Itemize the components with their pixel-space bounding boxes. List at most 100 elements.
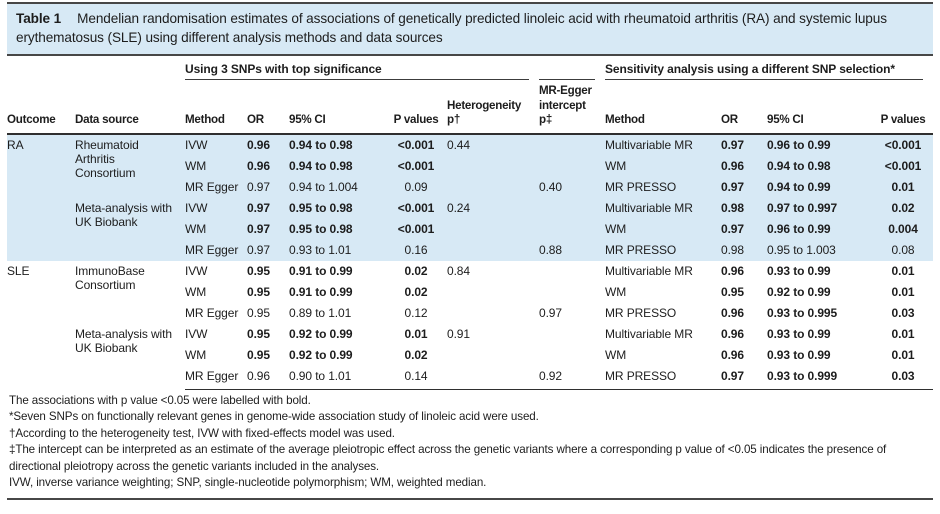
cell-or: 0.96 (247, 158, 270, 173)
cell-p: 0.16 (404, 242, 428, 257)
cell-method-2: WM (605, 158, 627, 173)
col-ci: 95% CI (289, 80, 389, 135)
cell-egger (539, 324, 605, 345)
group-header-row: Using 3 SNPs with top significance Sensi… (7, 60, 933, 81)
cell-heterogeneity (447, 177, 539, 198)
cell-ci: 0.92 to 0.99 (289, 326, 353, 341)
group-header-sensitivity-label: Sensitivity analysis using a different S… (605, 62, 924, 81)
footnote-dagger: †According to the heterogeneity test, IV… (9, 426, 395, 440)
cell-method-2: Multivariable MR (605, 326, 693, 341)
cell-egger: 0.40 (539, 179, 562, 194)
table-row: Meta-analysis with UK Biobank IVW 0.95 0… (7, 324, 933, 355)
cell-heterogeneity (447, 240, 539, 261)
cell-p: 0.12 (404, 305, 428, 320)
cell-ci: 0.94 to 0.98 (289, 158, 353, 173)
cell-or: 0.95 (247, 284, 270, 299)
cell-method: WM (185, 284, 207, 299)
cell-method: MR Egger (185, 179, 239, 194)
table-row: Meta-analysis with UK Biobank IVW 0.97 0… (7, 197, 934, 229)
cell-ci: 0.91 to 0.99 (289, 263, 353, 278)
cell-p: 0.02 (404, 284, 428, 299)
cell-heterogeneity: 0.24 (447, 200, 470, 215)
cell-method-2: MR PRESSO (605, 305, 677, 320)
table-row: WM 0.96 0.94 to 0.98 <0.001 WM 0.96 0.94… (7, 155, 934, 177)
footnote-abbreviations: IVW, inverse variance weighting; SNP, si… (9, 476, 487, 490)
group-header-sensitivity: Sensitivity analysis using a different S… (605, 60, 933, 81)
cell-p: 0.14 (389, 365, 447, 390)
table-row: MR Egger 0.97 0.94 to 1.004 0.09 0.40 MR… (7, 176, 934, 198)
cell-or-2: 0.96 (721, 326, 744, 341)
cell-or-2: 0.97 (721, 221, 744, 236)
caption-bottom-rule (7, 54, 933, 57)
cell-egger: 0.88 (539, 242, 562, 257)
cell-method-2: WM (605, 221, 627, 236)
cell-ci: 0.90 to 1.01 (289, 365, 389, 390)
cell-ci-2: 0.94 to 0.98 (767, 158, 831, 173)
col-outcome: Outcome (7, 80, 75, 135)
col-method-2: Method (605, 80, 721, 135)
cell-p-2: 0.01 (891, 284, 915, 299)
cell-egger (539, 282, 605, 303)
cell-or: 0.97 (247, 200, 270, 215)
cell-heterogeneity: 0.84 (447, 263, 470, 278)
cell-ci: 0.91 to 0.99 (289, 284, 353, 299)
cell-or: 0.97 (247, 221, 270, 236)
cell-ci: 0.94 to 0.98 (289, 137, 353, 152)
cell-method: IVW (185, 263, 208, 278)
table-row: WM 0.97 0.95 to 0.98 <0.001 WM 0.97 0.96… (7, 218, 934, 240)
cell-or: 0.97 (247, 242, 270, 257)
cell-p: <0.001 (397, 221, 435, 236)
cell-p-2: 0.004 (888, 221, 918, 236)
col-egger-intercept: MR-Egger intercept p‡ (539, 80, 605, 135)
cell-ci-2: 0.95 to 1.003 (767, 242, 836, 257)
cell-p: 0.02 (404, 347, 428, 362)
cell-or: 0.97 (247, 179, 270, 194)
cell-ci-2: 0.93 to 0.99 (767, 347, 831, 362)
cell-p: <0.001 (397, 158, 435, 173)
table-row: MR Egger 0.96 0.90 to 1.01 0.14 0.92 MR … (7, 365, 934, 390)
cell-or: 0.96 (247, 365, 289, 390)
cell-or-2: 0.97 (721, 179, 744, 194)
cell-p: 0.02 (404, 263, 428, 278)
cell-or-2: 0.98 (721, 242, 744, 257)
cell-ci-2: 0.94 to 0.99 (767, 179, 831, 194)
cell-or-2: 0.97 (721, 365, 767, 390)
table-label: Table 1 (16, 11, 62, 26)
cell-p-2: 0.08 (891, 242, 915, 257)
footnote-asterisk: *Seven SNPs on functionally relevant gen… (9, 410, 539, 424)
cell-or-2: 0.96 (721, 347, 744, 362)
cell-or: 0.95 (247, 263, 270, 278)
cell-or-2: 0.96 (721, 305, 744, 320)
cell-egger (539, 219, 605, 240)
bottom-rule (7, 497, 933, 500)
cell-method-2: MR PRESSO (605, 365, 721, 390)
cell-ci-2: 0.96 to 0.99 (767, 221, 831, 236)
cell-or-2: 0.96 (721, 263, 744, 278)
cell-heterogeneity (447, 219, 539, 240)
table-row: RA Rheumatoid Arthritis Consortium IVW 0… (7, 133, 934, 180)
cell-p-2: 0.01 (891, 179, 915, 194)
cell-egger (539, 345, 605, 366)
table-footnotes: The associations with p value <0.05 were… (7, 390, 933, 497)
cell-data-source: Meta-analysis with UK Biobank (75, 200, 172, 229)
cell-ci: 0.89 to 1.01 (289, 305, 352, 320)
cell-method: IVW (185, 326, 208, 341)
cell-ci: 0.95 to 0.98 (289, 221, 353, 236)
cell-egger (539, 198, 605, 219)
mr-estimates-table: Using 3 SNPs with top significance Sensi… (7, 60, 934, 390)
cell-method: MR Egger (185, 365, 247, 390)
cell-egger (539, 134, 605, 156)
cell-method: WM (185, 347, 207, 362)
cell-ci-2: 0.96 to 0.99 (767, 137, 831, 152)
cell-ci: 0.95 to 0.98 (289, 200, 353, 215)
cell-data-source: Meta-analysis with UK Biobank (75, 326, 172, 355)
cell-egger (539, 156, 605, 177)
cell-p-2: 0.03 (891, 305, 915, 320)
cell-or: 0.95 (247, 305, 270, 320)
cell-method-2: MR PRESSO (605, 179, 677, 194)
cell-data-source: ImmunoBase Consortium (75, 263, 145, 292)
cell-or-2: 0.97 (721, 137, 744, 152)
cell-p: <0.001 (397, 200, 435, 215)
cell-ci: 0.94 to 1.004 (289, 179, 358, 194)
cell-ci-2: 0.93 to 0.999 (767, 365, 877, 390)
